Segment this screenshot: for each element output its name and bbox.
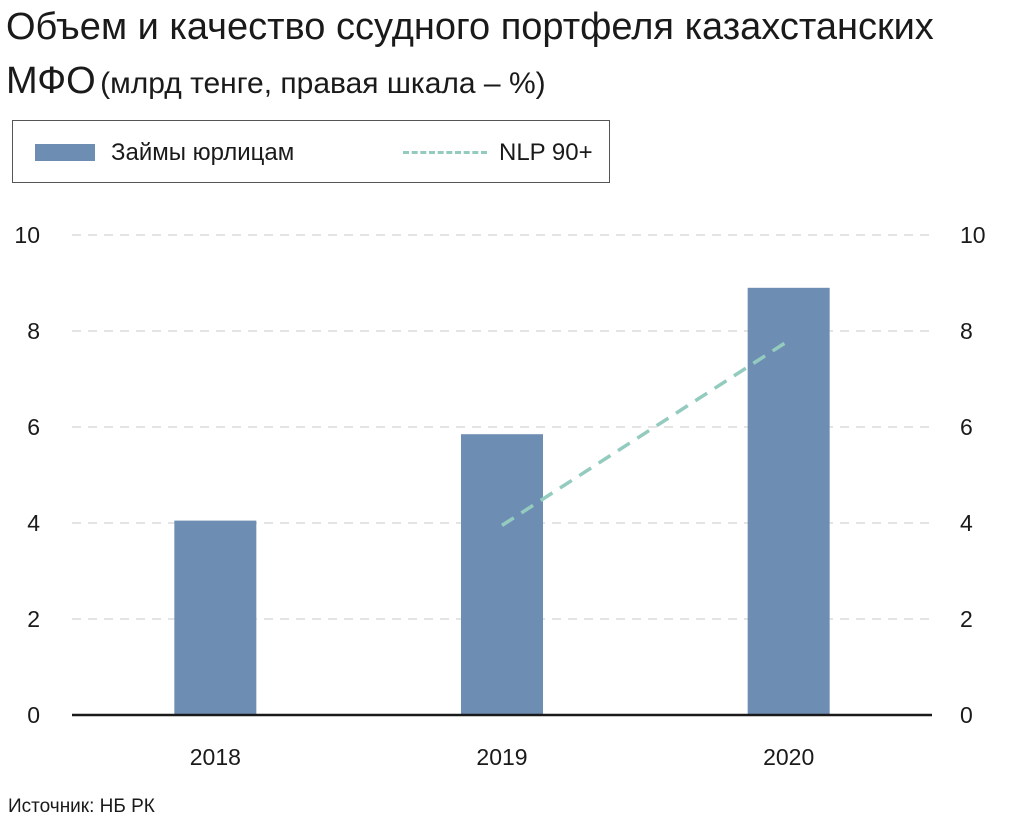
y-left-tick-0: 0 — [27, 702, 40, 728]
bar-2020 — [747, 287, 830, 715]
legend: Займы юрлицам NLP 90+ — [12, 120, 610, 183]
x-tick-2020: 2020 — [763, 744, 814, 770]
bar-2019 — [461, 434, 543, 715]
y-left-tick-3: 6 — [27, 414, 40, 440]
x-tick-2019: 2019 — [476, 744, 527, 770]
y-left-tick-1: 2 — [27, 606, 40, 632]
y-left-tick-5: 10 — [14, 222, 40, 248]
legend-label-line: NLP 90+ — [499, 139, 593, 166]
y-right-tick-2: 4 — [960, 510, 973, 536]
legend-label-bar: Займы юрлицам — [111, 139, 295, 166]
y-right-tick-5: 10 — [960, 222, 986, 248]
y-left-tick-2: 4 — [27, 510, 40, 536]
y-right-tick-3: 6 — [960, 414, 973, 440]
y-right-tick-4: 8 — [960, 318, 973, 344]
y-right-tick-0: 0 — [960, 702, 973, 728]
source-note: Источник: НБ РК — [8, 796, 155, 817]
chart-title-main: Объем и качество ссудного портфеля казах… — [6, 6, 934, 102]
line-series-nlp — [501, 339, 790, 527]
y-right-tick-1: 2 — [960, 606, 973, 632]
bar-2018 — [174, 520, 257, 715]
chart-subtitle: (млрд тенге, правая шкала – %) — [100, 67, 546, 100]
y-left-tick-4: 8 — [27, 318, 40, 344]
x-tick-2018: 2018 — [190, 744, 241, 770]
chart-title: Объем и качество ссудного портфеля казах… — [6, 4, 1016, 112]
legend-swatch-line — [403, 151, 487, 154]
legend-swatch-bar — [35, 144, 95, 161]
chart-plot: 0 0 2 2 4 4 6 6 8 8 10 10 2018 2019 2020 — [14, 222, 986, 770]
